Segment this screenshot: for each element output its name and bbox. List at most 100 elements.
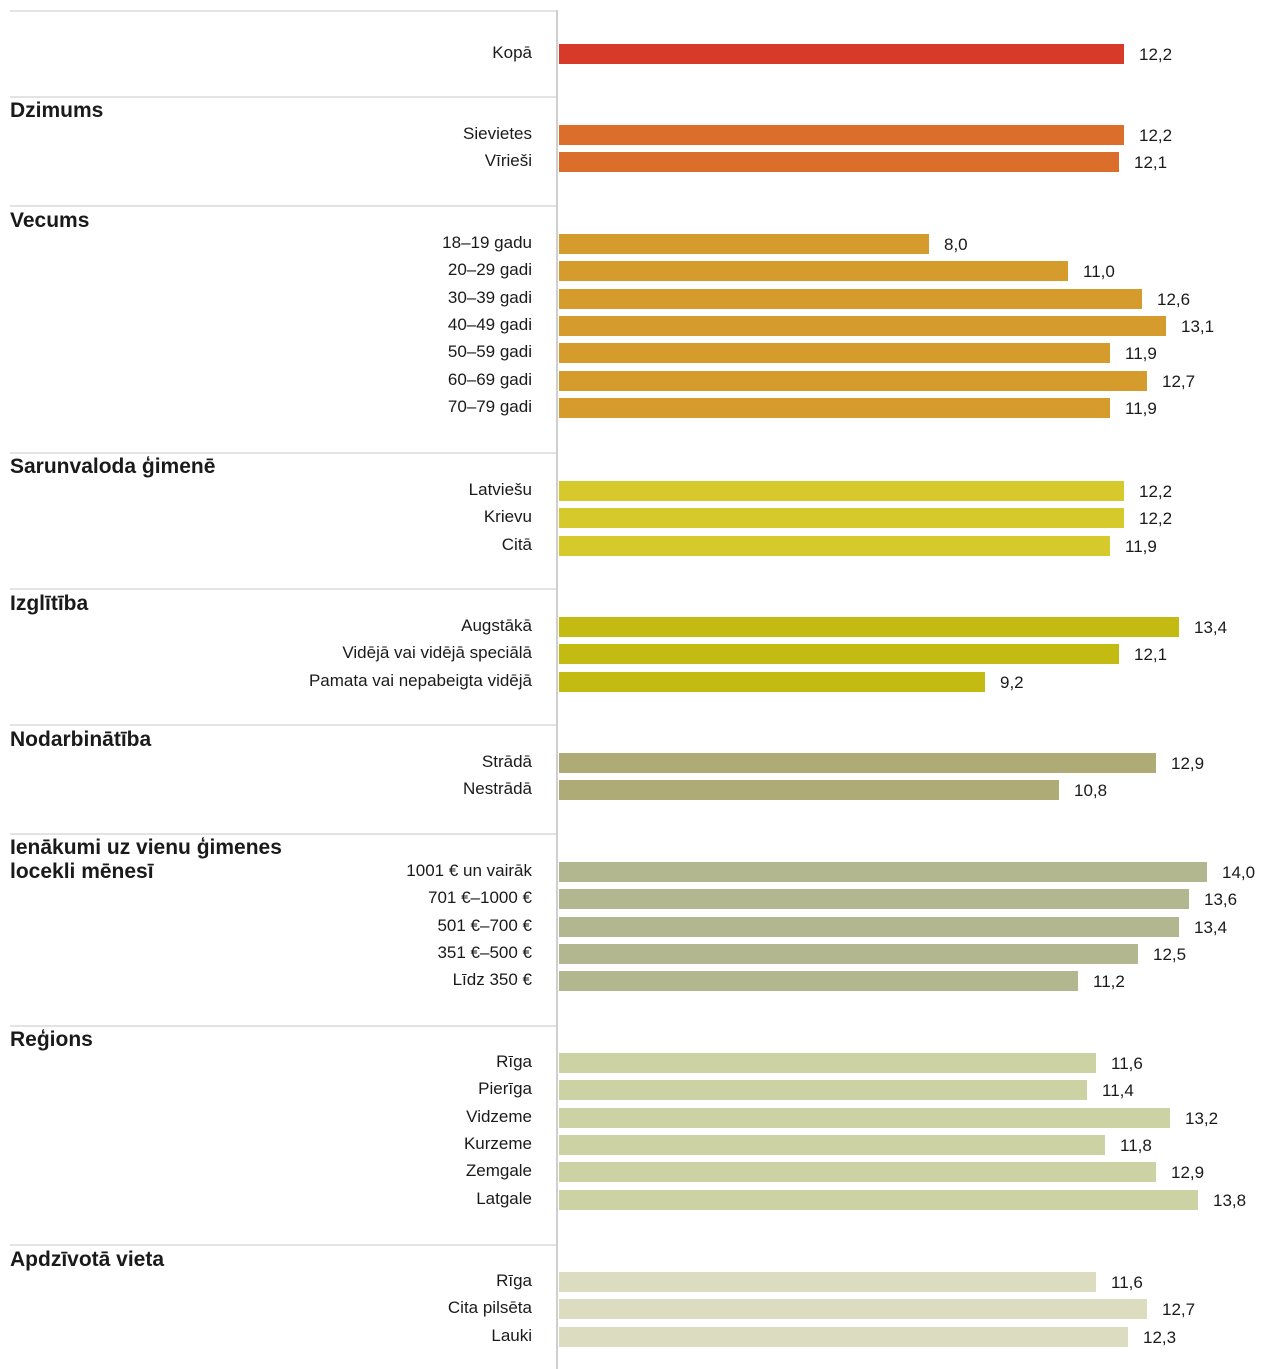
value-label: 13,4 [1194,618,1228,637]
category-label: Rīga [496,1271,532,1290]
value-label: 12,2 [1139,45,1173,64]
category-label: 18–19 gadu [442,233,532,252]
value-label: 12,5 [1153,945,1187,964]
bar [559,1053,1096,1073]
value-label: 11,2 [1093,972,1125,991]
category-label: 20–29 gadi [447,260,532,279]
value-label: 11,9 [1125,344,1157,363]
value-label: 12,6 [1157,290,1191,309]
bar [559,753,1156,773]
group-separator [10,1025,556,1027]
value-label: 10,8 [1074,781,1108,800]
bar [559,316,1166,336]
group-title: Reģions [10,1028,93,1051]
group-title: Sarunvaloda ģimenē [10,455,216,478]
value-label: 13,2 [1185,1109,1219,1128]
category-label: Cita pilsēta [447,1298,532,1317]
bar [559,1190,1198,1210]
group-title: Vecums [10,209,90,232]
category-label: Kopā [492,43,532,62]
bar [559,1080,1087,1100]
category-label: Latgale [476,1189,532,1208]
bar [559,917,1179,937]
bar [559,152,1119,172]
bar [559,508,1124,528]
category-label: 30–39 gadi [447,288,532,307]
group-separator [10,96,556,98]
group-title: Izglītība [10,592,89,615]
group-separator [10,1244,556,1246]
value-label: 12,9 [1171,754,1205,773]
bar [559,862,1207,882]
category-label: Vīrieši [484,151,532,170]
bar [559,289,1142,309]
category-label: Nestrādā [463,779,532,798]
category-label: 60–69 gadi [447,370,532,389]
value-label: 11,6 [1111,1054,1143,1073]
group-separator [10,205,556,207]
bar [559,1162,1156,1182]
value-label: 11,9 [1125,537,1157,556]
category-label: Vidējā vai vidējā speciālā [342,643,532,662]
bar [559,971,1078,991]
value-label: 11,4 [1102,1081,1134,1100]
value-label: 12,2 [1139,509,1173,528]
value-label: 12,9 [1171,1163,1205,1182]
bar [559,261,1068,281]
category-axis-line [556,10,558,1369]
bar [559,371,1147,391]
value-label: 8,0 [944,235,968,254]
value-label: 11,9 [1125,399,1157,418]
group-title: Nodarbinātība [10,728,152,751]
category-label: Latviešu [468,480,532,499]
value-label: 13,6 [1204,890,1238,909]
value-label: 11,6 [1111,1273,1143,1292]
bar [559,617,1179,637]
group-title: Ienākumi uz vienu ģimenes locekli mēnesī [10,836,282,883]
value-label: 9,2 [1000,673,1024,692]
value-label: 13,1 [1181,317,1215,336]
value-label: 12,3 [1143,1328,1177,1347]
category-label: 50–59 gadi [447,342,532,361]
category-label: 701 €–1000 € [428,888,532,907]
value-label: 11,8 [1120,1136,1152,1155]
category-label: Zemgale [465,1161,532,1180]
category-label: Sievietes [463,124,532,143]
category-label: Līdz 350 € [452,970,532,989]
value-label: 14,0 [1222,863,1256,882]
bar [559,125,1124,145]
group-title: Apdzīvotā vieta [10,1248,165,1271]
bar [559,1272,1096,1292]
category-label: Rīga [496,1052,532,1071]
category-label: Vidzeme [466,1107,532,1126]
value-label: 12,2 [1139,126,1173,145]
value-label: 13,4 [1194,918,1228,937]
group-separator [10,724,556,726]
bar [559,343,1110,363]
bar [559,398,1110,418]
value-label: 12,1 [1134,645,1168,664]
bar [559,536,1110,556]
bar [559,1327,1128,1347]
category-label: Strādā [481,752,532,771]
category-label: 351 €–500 € [437,943,532,962]
category-label: 70–79 gadi [447,397,532,416]
category-label: Lauki [491,1326,532,1345]
value-label: 12,2 [1139,482,1173,501]
bar [559,481,1124,501]
bar [559,234,929,254]
category-label: Kurzeme [463,1134,532,1153]
group-separator [10,452,556,454]
category-label: Augstākā [461,616,532,635]
group-separator [10,10,556,12]
bar [559,780,1059,800]
bar [559,944,1138,964]
value-label: 11,0 [1083,262,1115,281]
category-label: Citā [501,535,532,554]
group-separator [10,588,556,590]
value-label: 12,7 [1162,1300,1196,1319]
bar [559,44,1124,64]
value-label: 12,1 [1134,153,1168,172]
category-label: Pamata vai nepabeigta vidējā [308,671,532,690]
